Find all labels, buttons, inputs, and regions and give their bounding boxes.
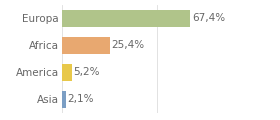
- Text: 25,4%: 25,4%: [112, 40, 145, 50]
- Text: 5,2%: 5,2%: [73, 67, 100, 77]
- Bar: [62, 37, 110, 54]
- Bar: [62, 10, 190, 27]
- Bar: [62, 91, 66, 108]
- Text: 2,1%: 2,1%: [67, 94, 94, 105]
- Bar: [62, 64, 72, 81]
- Text: 67,4%: 67,4%: [192, 13, 225, 23]
